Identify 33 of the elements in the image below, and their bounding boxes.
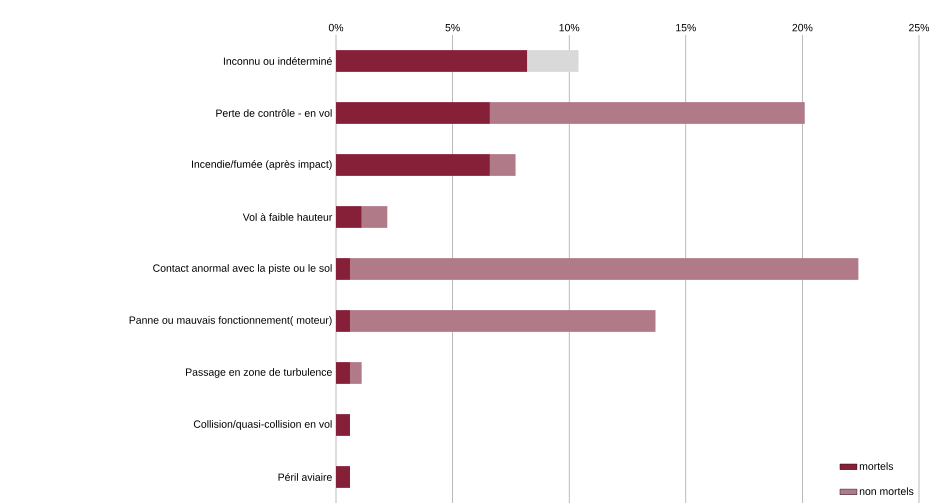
x-tick-label: 5% xyxy=(445,24,460,32)
bar xyxy=(336,414,350,436)
y-tick-label: Perte de contrôle - en vol xyxy=(216,109,332,117)
legend-label: non mortels xyxy=(860,487,914,495)
y-tick-label: Péril aviaire xyxy=(278,472,332,481)
bar xyxy=(336,362,350,384)
y-tick-label: Vol à faible hauteur xyxy=(242,212,332,221)
bar xyxy=(350,362,362,384)
bar xyxy=(527,50,579,72)
bar xyxy=(336,258,350,280)
bar xyxy=(336,310,350,332)
bar xyxy=(336,206,362,228)
x-tick-label: 25% xyxy=(909,24,930,32)
x-tick-label: 15% xyxy=(676,24,696,32)
bar xyxy=(490,154,516,176)
bar xyxy=(362,206,388,228)
bar xyxy=(336,102,490,124)
y-tick-label: Panne ou mauvais fonctionnement( moteur) xyxy=(130,316,332,326)
y-tick-label: Incendie/fumée (après impact) xyxy=(192,160,332,170)
y-tick-label: Contact anormal avec la piste ou le sol xyxy=(153,264,332,274)
y-tick-label: Collision/quasi-collision en vol xyxy=(194,420,332,430)
x-tick-label: 10% xyxy=(560,24,580,32)
bar xyxy=(350,258,858,280)
legend-label: mortels xyxy=(860,462,894,470)
bar xyxy=(336,154,490,176)
bar xyxy=(336,466,350,488)
bar xyxy=(350,310,656,332)
x-tick-label: 20% xyxy=(792,24,812,32)
x-tick-label: 0% xyxy=(328,24,344,32)
y-tick-label: Passage en zone de turbulence xyxy=(186,368,332,378)
bar xyxy=(336,50,528,72)
y-tick-label: Inconnu ou indéterminé xyxy=(224,56,332,65)
bar xyxy=(490,102,805,124)
